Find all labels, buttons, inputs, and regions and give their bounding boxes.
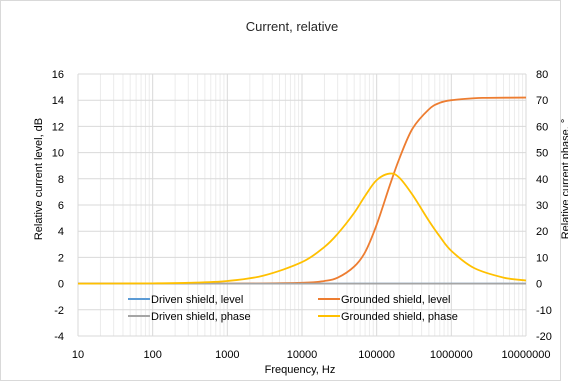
y2-tick-label: 20 (536, 226, 548, 238)
legend-label: Grounded shield, phase (341, 311, 458, 323)
x-axis-label: Frequency, Hz (265, 364, 336, 376)
y-tick-label: 4 (58, 226, 64, 238)
y2-tick-label: 80 (536, 69, 548, 81)
x-tick-label: 1000 (215, 349, 239, 361)
chart-title: Current, relative (246, 19, 338, 34)
legend-label: Driven shield, level (151, 294, 243, 306)
grid (77, 73, 527, 337)
x-tick-label: 100000 (358, 349, 395, 361)
y-tick-label: -4 (54, 331, 64, 343)
y-tick-label: 6 (58, 200, 64, 212)
y-tick-label: 8 (58, 174, 64, 186)
x-tick-label: 100 (143, 349, 161, 361)
x-tick-label: 1000000 (430, 349, 473, 361)
y-tick-label: 12 (52, 121, 64, 133)
y2-tick-label: 50 (536, 148, 548, 160)
y-tick-label: 14 (52, 95, 64, 107)
x-tick-label: 10000000 (502, 349, 551, 361)
x-tick-label: 10000 (287, 349, 318, 361)
y2-tick-label: -10 (536, 305, 552, 317)
y-axis-label: Relative current level, dB (33, 118, 45, 240)
grounded-shield-phase-line (77, 172, 527, 285)
y2-tick-label: 0 (536, 279, 542, 291)
y2-tick-label: -20 (536, 331, 552, 343)
y-tick-label: 16 (52, 69, 64, 81)
legend-label: Driven shield, phase (151, 311, 251, 323)
y2-tick-label: 30 (536, 200, 548, 212)
x-tick-label: 10 (72, 349, 84, 361)
y2-axis-label: Relative current phase, ° (560, 119, 568, 240)
y-tick-label: 10 (52, 148, 64, 160)
y2-tick-label: 60 (536, 121, 548, 133)
tick-labels: 10 100 1000 10000 100000 1000000 10000000-4-20… (52, 69, 552, 361)
grounded-shield-level-line (77, 96, 527, 285)
y2-tick-label: 70 (536, 95, 548, 107)
legend: Driven shield, level Grounded shield, lev… (128, 294, 458, 323)
y-tick-label: 0 (58, 279, 64, 291)
y2-tick-label: 40 (536, 174, 548, 186)
y-tick-label: 2 (58, 252, 64, 264)
series-lines (77, 96, 527, 285)
y2-tick-label: 10 (536, 252, 548, 264)
legend-label: Grounded shield, level (341, 294, 450, 306)
y-tick-label: -2 (54, 305, 64, 317)
